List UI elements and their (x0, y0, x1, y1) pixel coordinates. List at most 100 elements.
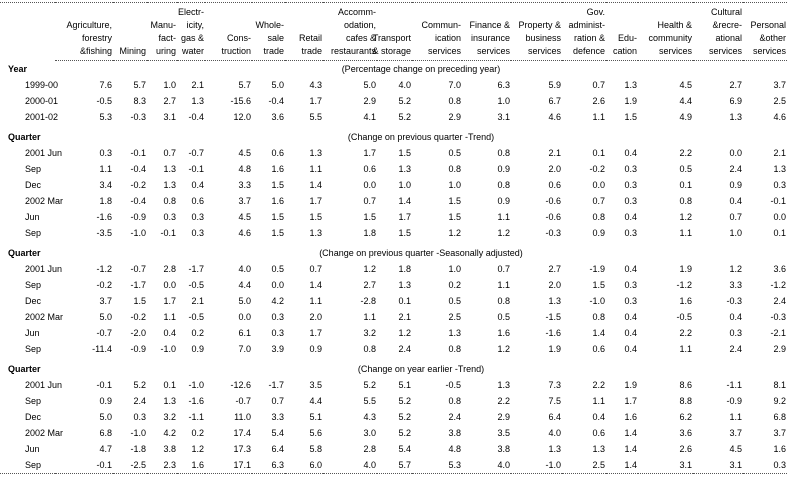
value-cell: 2.2 (497, 396, 510, 406)
value-cell: 0.7 (309, 264, 322, 274)
value-cell: -0.4 (130, 164, 146, 174)
value-cell: 0.1 (398, 296, 411, 306)
value-cell: 1.5 (271, 180, 284, 190)
value-cell: 0.3 (191, 228, 204, 238)
value-cell: 3.8 (497, 444, 510, 454)
value-cell: 6.8 (99, 428, 112, 438)
row-label: 2002 Mar (25, 428, 64, 438)
value-cell: 0.6 (592, 428, 605, 438)
value-cell: 1.3 (773, 164, 786, 174)
value-cell: 5.9 (548, 80, 561, 90)
value-cell: 1.3 (163, 396, 176, 406)
value-cell: 0.1 (592, 148, 605, 158)
value-cell: 1.5 (271, 228, 284, 238)
value-cell: 7.5 (548, 396, 561, 406)
value-cell: -12.6 (230, 380, 251, 390)
value-cell: 5.2 (398, 412, 411, 422)
value-cell: -1.6 (188, 396, 204, 406)
row-label: Dec (25, 412, 42, 422)
section-header-row: Quarter (Change on previous quarter -Seas… (0, 245, 787, 261)
data-row: 2001 Jun -0.1 5.2 0.1 -1.0 -12.6 -1.7 3.5 5.2 5.1… (0, 377, 787, 393)
value-cell: 2.8 (363, 444, 376, 454)
value-cell: -1.2 (96, 264, 112, 274)
value-cell: 17.4 (233, 428, 251, 438)
value-cell: 0.4 (163, 328, 176, 338)
value-cell: 1.1 (363, 312, 376, 322)
value-cell: 0.1 (773, 228, 786, 238)
row-label: Dec (25, 180, 42, 190)
value-cell: 0.9 (99, 396, 112, 406)
value-cell: 4.0 (363, 460, 376, 470)
value-cell: 3.6 (271, 112, 284, 122)
value-cell: 0.6 (548, 180, 561, 190)
value-cell: 4.0 (548, 428, 561, 438)
value-cell: -0.1 (96, 460, 112, 470)
column-header-retail-trade: Retail trade (285, 2, 323, 61)
value-cell: 0.8 (448, 344, 461, 354)
value-cell: 2.4 (133, 396, 146, 406)
value-cell: 0.4 (624, 328, 637, 338)
value-cell: 1.1 (729, 412, 742, 422)
value-cell: 1.4 (624, 460, 637, 470)
value-cell: 2.7 (163, 96, 176, 106)
value-cell: 4.6 (238, 228, 251, 238)
value-cell: 4.5 (679, 80, 692, 90)
value-cell: 1.5 (448, 212, 461, 222)
value-cell: 3.7 (99, 296, 112, 306)
value-cell: -1.1 (188, 412, 204, 422)
row-label: 2002 Mar (25, 312, 64, 322)
value-cell: -0.5 (676, 312, 692, 322)
value-cell: 1.2 (191, 444, 204, 454)
value-cell: -0.2 (130, 312, 146, 322)
value-cell: 0.2 (191, 328, 204, 338)
value-cell: 1.3 (163, 164, 176, 174)
value-cell: 2.1 (773, 148, 786, 158)
value-cell: 6.8 (773, 412, 786, 422)
value-cell: 1.7 (398, 212, 411, 222)
data-row: 1999-00 7.6 5.7 1.0 2.1 5.7 5.0 4.3 5.0 4.0 7.0 6.3… (0, 77, 787, 93)
value-cell: 0.0 (238, 312, 251, 322)
value-cell: -0.4 (188, 112, 204, 122)
value-cell: 2.5 (773, 96, 786, 106)
row-label: Sep (25, 164, 42, 174)
value-cell: 2.7 (363, 280, 376, 290)
value-cell: -0.2 (589, 164, 605, 174)
value-cell: 5.7 (238, 80, 251, 90)
column-header-label: Health & community services (648, 20, 692, 56)
value-cell: 1.0 (448, 180, 461, 190)
column-header-label: Mining (119, 46, 146, 56)
value-cell: 3.8 (448, 428, 461, 438)
value-cell: 2.6 (679, 444, 692, 454)
value-cell: 5.0 (271, 80, 284, 90)
value-cell: 2.9 (363, 96, 376, 106)
value-cell: 5.3 (99, 112, 112, 122)
value-cell: 7.0 (238, 344, 251, 354)
value-cell: 6.4 (271, 444, 284, 454)
value-cell: 5.4 (271, 428, 284, 438)
value-cell: 3.3 (729, 280, 742, 290)
value-cell: 0.4 (624, 312, 637, 322)
row-label: Dec (25, 296, 42, 306)
value-cell: 6.0 (309, 460, 322, 470)
value-cell: 1.6 (191, 460, 204, 470)
value-cell: 0.4 (592, 412, 605, 422)
value-cell: 2.8 (163, 264, 176, 274)
row-label: Jun (25, 212, 40, 222)
value-cell: -0.5 (188, 280, 204, 290)
value-cell: 0.7 (497, 264, 510, 274)
value-cell: 5.1 (398, 380, 411, 390)
value-cell: 8.1 (773, 380, 786, 390)
value-cell: 4.7 (99, 444, 112, 454)
value-cell: -15.6 (230, 96, 251, 106)
value-cell: 3.7 (729, 428, 742, 438)
value-cell: 1.5 (398, 148, 411, 158)
column-header-label: Transport & storage (372, 33, 411, 56)
data-row: 2002 Mar 6.8 -1.0 4.2 0.2 17.4 5.4 5.6 3.0 5.2 3.8… (0, 425, 787, 441)
value-cell: 0.0 (729, 148, 742, 158)
value-cell: 1.5 (363, 212, 376, 222)
value-cell: -0.5 (445, 380, 461, 390)
value-cell: 1.2 (497, 228, 510, 238)
value-cell: 0.3 (191, 212, 204, 222)
value-cell: 2.1 (398, 312, 411, 322)
row-label: Sep (25, 460, 42, 470)
